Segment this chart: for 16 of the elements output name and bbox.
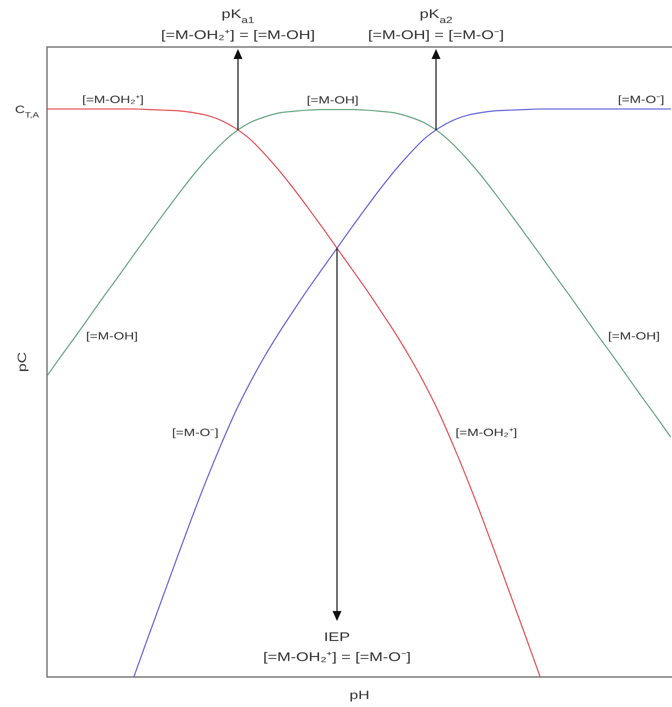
text: [=M-OH₂⁺] = [=M-OH] <box>160 28 315 42</box>
x-axis-title: pH <box>350 688 370 702</box>
text: [=M-OH] = [=M-O⁻] <box>368 28 504 42</box>
series-label: [=M-OH₂⁺] <box>82 94 144 106</box>
text: pK$_{a2}$ <box>420 8 453 26</box>
text: C$_{T,A}$ <box>14 104 40 120</box>
text: [=M-OH₂⁺] <box>455 426 518 439</box>
text: pK$_{a1}$ <box>222 8 255 26</box>
annotation: [=M-OH₂⁺] = [=M-O⁻] <box>263 650 411 664</box>
series-label: [=M-OH] <box>306 94 359 106</box>
text: [=M-OH] <box>608 330 660 342</box>
text: [=M-O⁻] <box>172 426 219 439</box>
series-label: [=M-O⁻] <box>618 94 664 106</box>
text: [=M-OH] <box>86 330 138 342</box>
annotation: IEP <box>324 630 350 644</box>
y-axis-title: pC <box>14 352 29 372</box>
